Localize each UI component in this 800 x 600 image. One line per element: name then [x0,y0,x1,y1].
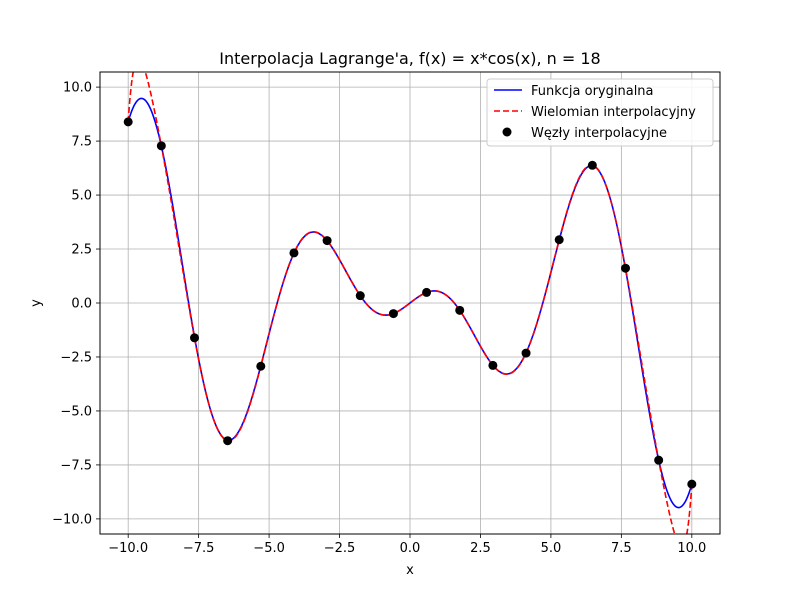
y-tick-label: −7.5 [60,458,92,473]
interpolation-node [654,455,664,465]
markers-layer [123,117,697,489]
interpolation-node [156,141,166,151]
legend-label-interpolation: Wielomian interpolacyjny [531,105,696,120]
series-line-interpolation [127,72,693,534]
chart-title: Interpolacja Lagrange'a, f(x) = x*cos(x)… [219,49,600,68]
legend-label-nodes: Węzły interpolacyjne [531,126,667,141]
x-tick-label: 0.0 [400,541,421,556]
interpolation-node [355,291,365,301]
y-tick-label: −5.0 [60,404,92,419]
interpolation-node [388,309,398,319]
x-tick-label: 5.0 [541,541,562,556]
x-tick-label: 2.5 [470,541,491,556]
interpolation-node [223,436,233,446]
y-axis-label: y [29,299,44,307]
interpolation-node [189,333,199,343]
interpolation-node [123,117,133,127]
legend-marker-nodes [502,127,512,137]
y-tick-label: −2.5 [60,350,92,365]
interpolation-node [687,479,697,489]
interpolation-node [488,360,498,370]
y-tick-label: 2.5 [71,243,92,258]
y-tick-label: 7.5 [71,135,92,150]
y-tick-label: −10.0 [52,512,92,527]
legend-box [486,78,714,147]
interpolation-node [422,287,432,297]
x-tick-label: 10.0 [677,541,706,556]
ticks-layer: −10.0 −7.5 −5.0 −2.5 0.0 2.5 5.0 7.5 10.0 −10.0 −7… [52,81,706,556]
interpolation-node [289,248,299,258]
series-layer [127,72,693,534]
legend-label-original: Funkcja oryginalna [531,84,654,99]
legend: Funkcja oryginalna Wielomian interpolacy… [486,78,714,147]
interpolation-node [256,361,266,371]
interpolation-node [554,235,564,245]
interpolation-node [521,348,531,358]
interpolation-node [455,305,465,315]
interpolation-node [322,236,332,246]
x-tick-label: −10.0 [108,541,148,556]
interpolation-node [587,160,597,170]
y-tick-label: 10.0 [63,81,92,96]
x-tick-label: −5.0 [253,541,285,556]
interpolation-node [621,263,631,273]
y-tick-label: 0.0 [71,297,92,312]
x-tick-label: 7.5 [611,541,632,556]
x-axis-label: x [406,563,414,578]
x-tick-label: −7.5 [183,541,215,556]
x-tick-label: −2.5 [324,541,356,556]
y-tick-label: 5.0 [71,189,92,204]
